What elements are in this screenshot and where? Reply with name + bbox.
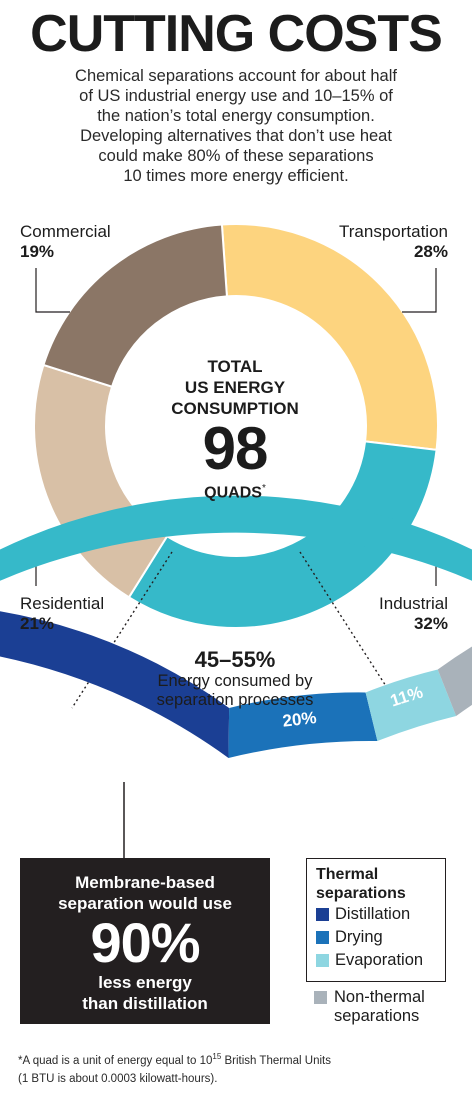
legend-label-line: Non-thermal xyxy=(334,988,425,1006)
band-segment-drying xyxy=(228,692,378,758)
membrane-line: Membrane-based xyxy=(75,873,215,892)
subtitle-line: the nation’s total energy consumption. xyxy=(97,107,375,125)
subtitle-line: could make 80% of these separations xyxy=(98,147,374,165)
band-segment-evaporation xyxy=(365,669,457,742)
slice-label: Transportation xyxy=(339,222,448,241)
legend-label: Evaporation xyxy=(335,951,424,969)
slice-label: Commercial xyxy=(20,222,111,241)
membrane-line: less energy xyxy=(98,973,192,992)
separation-caption: separation processes xyxy=(156,691,314,709)
unit-footnote-mark: * xyxy=(261,483,266,494)
subtitle-line: Chemical separations account for about h… xyxy=(75,67,397,85)
slice-value: 28% xyxy=(413,242,448,261)
legend-label-line: separations xyxy=(334,1007,420,1025)
label-residential: Residential 21% xyxy=(20,594,104,634)
label-industrial: Industrial 32% xyxy=(379,594,448,634)
membrane-callout: Membrane-based separation would use 90% … xyxy=(20,858,270,1024)
membrane-line: than distillation xyxy=(82,994,208,1013)
legend-label: Non-thermal separations xyxy=(334,988,425,1026)
footnote: *A quad is a unit of energy equal to 101… xyxy=(18,1048,458,1088)
band-segment-distillation xyxy=(0,611,230,758)
membrane-value: 90% xyxy=(90,911,200,974)
legend-swatch xyxy=(316,931,329,944)
leader-line-transportation xyxy=(402,268,437,313)
footnote-text: British Thermal Units xyxy=(221,1054,331,1067)
dotted-connector-right xyxy=(299,551,401,709)
legend-label: Distillation xyxy=(335,905,411,923)
slice-value: 21% xyxy=(20,614,55,633)
legend-item-distillation: Distillation xyxy=(316,903,445,926)
footnote-exponent: 15 xyxy=(212,1052,222,1061)
separation-caption: Energy consumed by xyxy=(157,672,313,690)
separation-band-frame xyxy=(0,495,472,581)
label-transportation: Transportation 28% xyxy=(339,222,448,262)
slice-residential xyxy=(33,363,169,599)
legend-title: Thermal xyxy=(316,866,379,883)
unit-text: QUADS xyxy=(204,484,262,502)
center-unit: QUADS* xyxy=(150,479,320,503)
slice-value: 32% xyxy=(413,614,448,633)
legend-item-evaporation: Evaporation xyxy=(316,949,445,972)
donut-center-label: TOTAL US ENERGY CONSUMPTION 98 QUADS* xyxy=(150,356,320,503)
slice-transportation xyxy=(220,223,439,452)
legend: Thermal separations Distillation Drying … xyxy=(306,858,446,982)
center-line: US ENERGY xyxy=(184,378,286,397)
separation-range: 45–55% xyxy=(194,647,276,672)
label-commercial: Commercial 19% xyxy=(20,222,111,262)
leader-line-commercial xyxy=(35,268,70,313)
band-segment-non-thermal-separations xyxy=(437,646,472,717)
center-line: TOTAL xyxy=(207,357,263,376)
legend-title: separations xyxy=(316,885,406,902)
legend-swatch xyxy=(314,991,327,1004)
subtitle-line: of US industrial energy use and 10–15% o… xyxy=(79,87,393,105)
separation-callout: 45–55% Energy consumed by separation pro… xyxy=(120,648,350,710)
subtitle-line: Developing alternatives that don’t use h… xyxy=(80,127,392,145)
footnote-line: (1 BTU is about 0.0003 kilowatt-hours). xyxy=(18,1072,218,1085)
legend-item-non-thermal: Non-thermal separations xyxy=(314,988,425,1026)
membrane-line: separation would use xyxy=(58,894,232,913)
band-value-label: 20% xyxy=(282,708,318,731)
slice-commercial xyxy=(42,223,228,388)
dotted-connector-left xyxy=(71,551,173,709)
slice-value: 19% xyxy=(20,242,55,261)
separation-band: 49%20%11%20% xyxy=(0,495,472,758)
legend-swatch xyxy=(316,954,329,967)
subtitle-line: 10 times more energy efficient. xyxy=(123,167,349,185)
legend-swatch xyxy=(316,908,329,921)
legend-label: Drying xyxy=(335,928,383,946)
legend-item-drying: Drying xyxy=(316,926,445,949)
slice-label: Residential xyxy=(20,594,105,613)
center-value: 98 xyxy=(202,415,269,482)
center-line: CONSUMPTION xyxy=(171,399,299,418)
footnote-line: *A quad is a unit of energy equal to 101… xyxy=(18,1048,458,1070)
subtitle: Chemical separations account for about h… xyxy=(20,66,452,186)
slice-label: Industrial xyxy=(379,594,448,613)
page-title: CUTTING COSTS xyxy=(30,5,443,63)
footnote-text: *A quad is a unit of energy equal to 10 xyxy=(18,1054,213,1067)
